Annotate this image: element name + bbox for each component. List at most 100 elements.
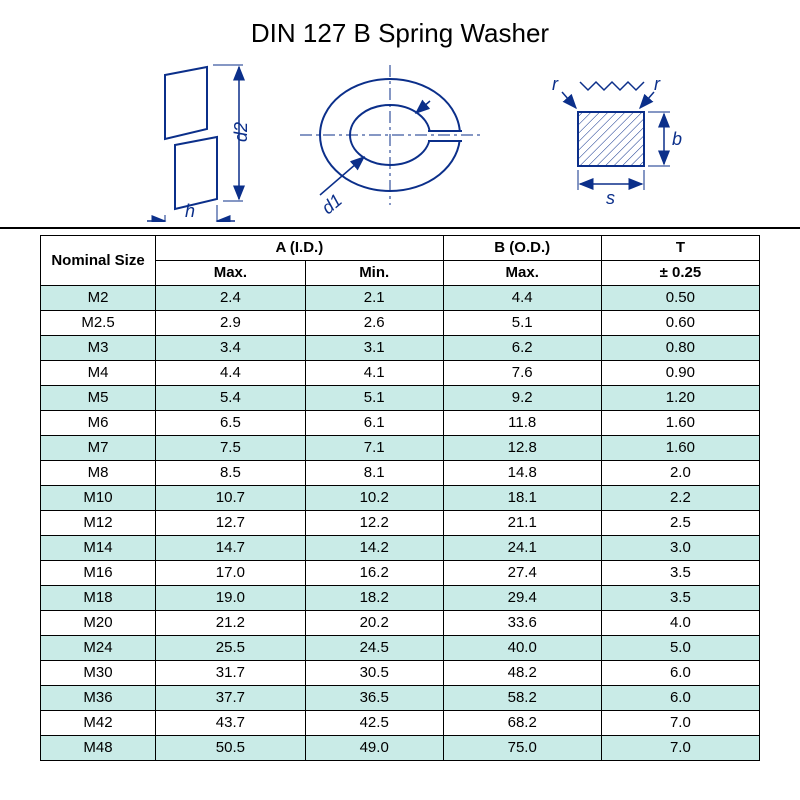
cell-a_min: 49.0 — [305, 736, 443, 761]
th-b: B (O.D.) — [443, 236, 601, 261]
table-row: M4243.742.568.27.0 — [41, 711, 760, 736]
table-row: M88.58.114.82.0 — [41, 461, 760, 486]
cell-b_max: 14.8 — [443, 461, 601, 486]
diagram-area: d2 h — [0, 57, 800, 227]
table-row: M1010.710.218.12.2 — [41, 486, 760, 511]
cell-b_max: 40.0 — [443, 636, 601, 661]
cell-size: M2.5 — [41, 311, 156, 336]
cell-size: M14 — [41, 536, 156, 561]
cell-t: 3.5 — [601, 561, 759, 586]
cell-t: 7.0 — [601, 736, 759, 761]
table-row: M1212.712.221.12.5 — [41, 511, 760, 536]
cell-a_min: 24.5 — [305, 636, 443, 661]
cell-a_max: 2.9 — [156, 311, 306, 336]
th-t-tol: ± 0.25 — [601, 261, 759, 286]
cell-size: M2 — [41, 286, 156, 311]
cell-b_max: 5.1 — [443, 311, 601, 336]
table-row: M1819.018.229.43.5 — [41, 586, 760, 611]
table-row: M2.52.92.65.10.60 — [41, 311, 760, 336]
cell-t: 2.0 — [601, 461, 759, 486]
cell-size: M8 — [41, 461, 156, 486]
dim-h: h — [185, 201, 195, 221]
page-title: DIN 127 B Spring Washer — [0, 0, 800, 57]
cell-a_max: 43.7 — [156, 711, 306, 736]
cell-b_max: 18.1 — [443, 486, 601, 511]
cell-size: M4 — [41, 361, 156, 386]
cell-size: M16 — [41, 561, 156, 586]
th-nominal: Nominal Size — [41, 236, 156, 286]
cell-a_min: 18.2 — [305, 586, 443, 611]
cell-a_max: 8.5 — [156, 461, 306, 486]
cell-b_max: 6.2 — [443, 336, 601, 361]
cell-b_max: 29.4 — [443, 586, 601, 611]
table-row: M1617.016.227.43.5 — [41, 561, 760, 586]
th-t: T — [601, 236, 759, 261]
table-row: M3031.730.548.26.0 — [41, 661, 760, 686]
th-a: A (I.D.) — [156, 236, 444, 261]
table-row: M4850.549.075.07.0 — [41, 736, 760, 761]
cell-size: M24 — [41, 636, 156, 661]
cell-size: M30 — [41, 661, 156, 686]
table-row: M77.57.112.81.60 — [41, 436, 760, 461]
cell-t: 1.60 — [601, 411, 759, 436]
cell-a_min: 4.1 — [305, 361, 443, 386]
dim-r1: r — [552, 74, 559, 94]
spec-table: Nominal Size A (I.D.) B (O.D.) T Max. Mi… — [40, 235, 760, 761]
cell-b_max: 33.6 — [443, 611, 601, 636]
cell-a_min: 2.6 — [305, 311, 443, 336]
cell-t: 7.0 — [601, 711, 759, 736]
cell-b_max: 21.1 — [443, 511, 601, 536]
dim-s: s — [606, 188, 615, 208]
cell-a_max: 4.4 — [156, 361, 306, 386]
cell-t: 2.2 — [601, 486, 759, 511]
cell-b_max: 11.8 — [443, 411, 601, 436]
cell-a_min: 30.5 — [305, 661, 443, 686]
cell-size: M20 — [41, 611, 156, 636]
cell-a_min: 20.2 — [305, 611, 443, 636]
table-row: M44.44.17.60.90 — [41, 361, 760, 386]
cell-t: 2.5 — [601, 511, 759, 536]
cell-a_max: 21.2 — [156, 611, 306, 636]
table-row: M22.42.14.40.50 — [41, 286, 760, 311]
cell-a_min: 5.1 — [305, 386, 443, 411]
cell-t: 1.60 — [601, 436, 759, 461]
cell-a_max: 25.5 — [156, 636, 306, 661]
cell-a_min: 10.2 — [305, 486, 443, 511]
cell-b_max: 58.2 — [443, 686, 601, 711]
cell-a_max: 12.7 — [156, 511, 306, 536]
cell-size: M36 — [41, 686, 156, 711]
cell-t: 3.5 — [601, 586, 759, 611]
cell-a_max: 3.4 — [156, 336, 306, 361]
cell-t: 0.50 — [601, 286, 759, 311]
cell-a_max: 6.5 — [156, 411, 306, 436]
cell-a_max: 19.0 — [156, 586, 306, 611]
cell-a_min: 16.2 — [305, 561, 443, 586]
table-row: M2021.220.233.64.0 — [41, 611, 760, 636]
cell-a_min: 36.5 — [305, 686, 443, 711]
cell-t: 6.0 — [601, 686, 759, 711]
cell-b_max: 12.8 — [443, 436, 601, 461]
cell-size: M48 — [41, 736, 156, 761]
table-row: M55.45.19.21.20 — [41, 386, 760, 411]
table-row: M33.43.16.20.80 — [41, 336, 760, 361]
cell-size: M42 — [41, 711, 156, 736]
cell-a_max: 7.5 — [156, 436, 306, 461]
cell-size: M7 — [41, 436, 156, 461]
cell-a_min: 3.1 — [305, 336, 443, 361]
table-row: M2425.524.540.05.0 — [41, 636, 760, 661]
cell-size: M10 — [41, 486, 156, 511]
cell-size: M12 — [41, 511, 156, 536]
cell-b_max: 4.4 — [443, 286, 601, 311]
cell-a_max: 17.0 — [156, 561, 306, 586]
cell-t: 1.20 — [601, 386, 759, 411]
cell-size: M3 — [41, 336, 156, 361]
cell-a_min: 14.2 — [305, 536, 443, 561]
cell-a_min: 42.5 — [305, 711, 443, 736]
cell-a_max: 37.7 — [156, 686, 306, 711]
cell-b_max: 24.1 — [443, 536, 601, 561]
cell-a_min: 8.1 — [305, 461, 443, 486]
cell-a_max: 14.7 — [156, 536, 306, 561]
table-row: M1414.714.224.13.0 — [41, 536, 760, 561]
spring-washer-diagram: d2 h — [90, 57, 710, 222]
cell-b_max: 9.2 — [443, 386, 601, 411]
